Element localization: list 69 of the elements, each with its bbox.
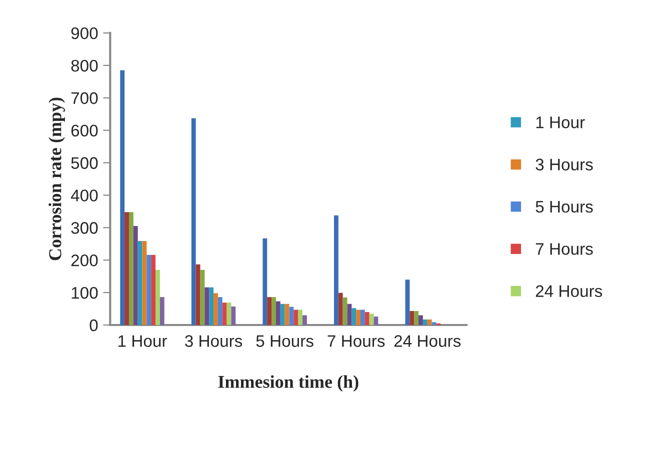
legend-label: 24 Hours xyxy=(536,285,602,298)
y-tick-label: 300 xyxy=(71,222,98,234)
bar xyxy=(262,238,268,325)
bar xyxy=(342,297,348,325)
y-tick-label: 400 xyxy=(70,190,98,202)
x-tick-label: 5 Hours xyxy=(256,335,314,347)
bar xyxy=(405,280,410,325)
bar xyxy=(138,240,142,325)
bar xyxy=(191,118,196,325)
bar xyxy=(284,304,290,325)
legend-label: 1 Hour xyxy=(536,116,585,128)
bar xyxy=(214,293,218,325)
bar xyxy=(204,287,210,325)
x-tick-label: 24 Hours xyxy=(394,335,461,347)
bar xyxy=(128,212,134,325)
y-tick-label: 200 xyxy=(71,254,98,266)
y-tick-label: 0 xyxy=(90,319,98,332)
bar xyxy=(364,312,370,325)
bar xyxy=(422,319,428,325)
bar xyxy=(427,319,432,325)
bar xyxy=(133,226,138,325)
bar xyxy=(155,270,160,325)
bar xyxy=(360,310,365,325)
bar xyxy=(120,70,125,325)
y-tick-label: 700 xyxy=(71,92,98,104)
y-tick-label: 100 xyxy=(72,286,98,299)
bar xyxy=(218,297,222,325)
legend-label: 5 Hours xyxy=(536,201,593,213)
bar xyxy=(414,311,419,325)
bar xyxy=(142,240,147,325)
bar xyxy=(146,254,152,325)
x-tick-label: 3 Hours xyxy=(184,335,242,347)
bar xyxy=(298,310,302,325)
legend-label: 7 Hours xyxy=(536,243,593,255)
bar xyxy=(356,310,360,325)
bar xyxy=(334,215,338,325)
bar xyxy=(374,316,378,325)
x-axis-title: Immesion time (h) xyxy=(218,375,358,392)
bar xyxy=(222,302,227,325)
bar xyxy=(267,297,272,325)
bar xyxy=(209,287,214,325)
legend-label: 3 Hours xyxy=(536,158,593,170)
bar xyxy=(338,292,343,325)
bar xyxy=(432,322,436,325)
bar xyxy=(160,297,164,325)
x-tick-label: 1 Hour xyxy=(118,335,167,347)
bar xyxy=(410,311,414,325)
bar xyxy=(418,315,423,325)
bar xyxy=(352,308,356,325)
bar xyxy=(200,270,205,325)
bar xyxy=(289,306,294,325)
bar xyxy=(302,315,307,325)
bar xyxy=(280,304,285,325)
bar xyxy=(151,254,156,325)
bar xyxy=(124,212,129,325)
bar xyxy=(226,302,232,325)
y-tick-label: 500 xyxy=(71,157,98,169)
x-tick-label: 7 Hours xyxy=(328,335,385,347)
bar xyxy=(347,304,352,325)
y-tick-label: 600 xyxy=(71,124,98,137)
bar xyxy=(272,297,276,325)
y-axis-title: Corrosion rate (mpy) xyxy=(48,98,65,260)
y-tick-label: 800 xyxy=(71,60,98,72)
bar xyxy=(196,264,200,325)
y-tick-label: 900 xyxy=(71,27,98,40)
bar xyxy=(294,310,298,325)
bar xyxy=(276,301,280,325)
bar xyxy=(369,314,374,325)
bar xyxy=(231,306,236,325)
